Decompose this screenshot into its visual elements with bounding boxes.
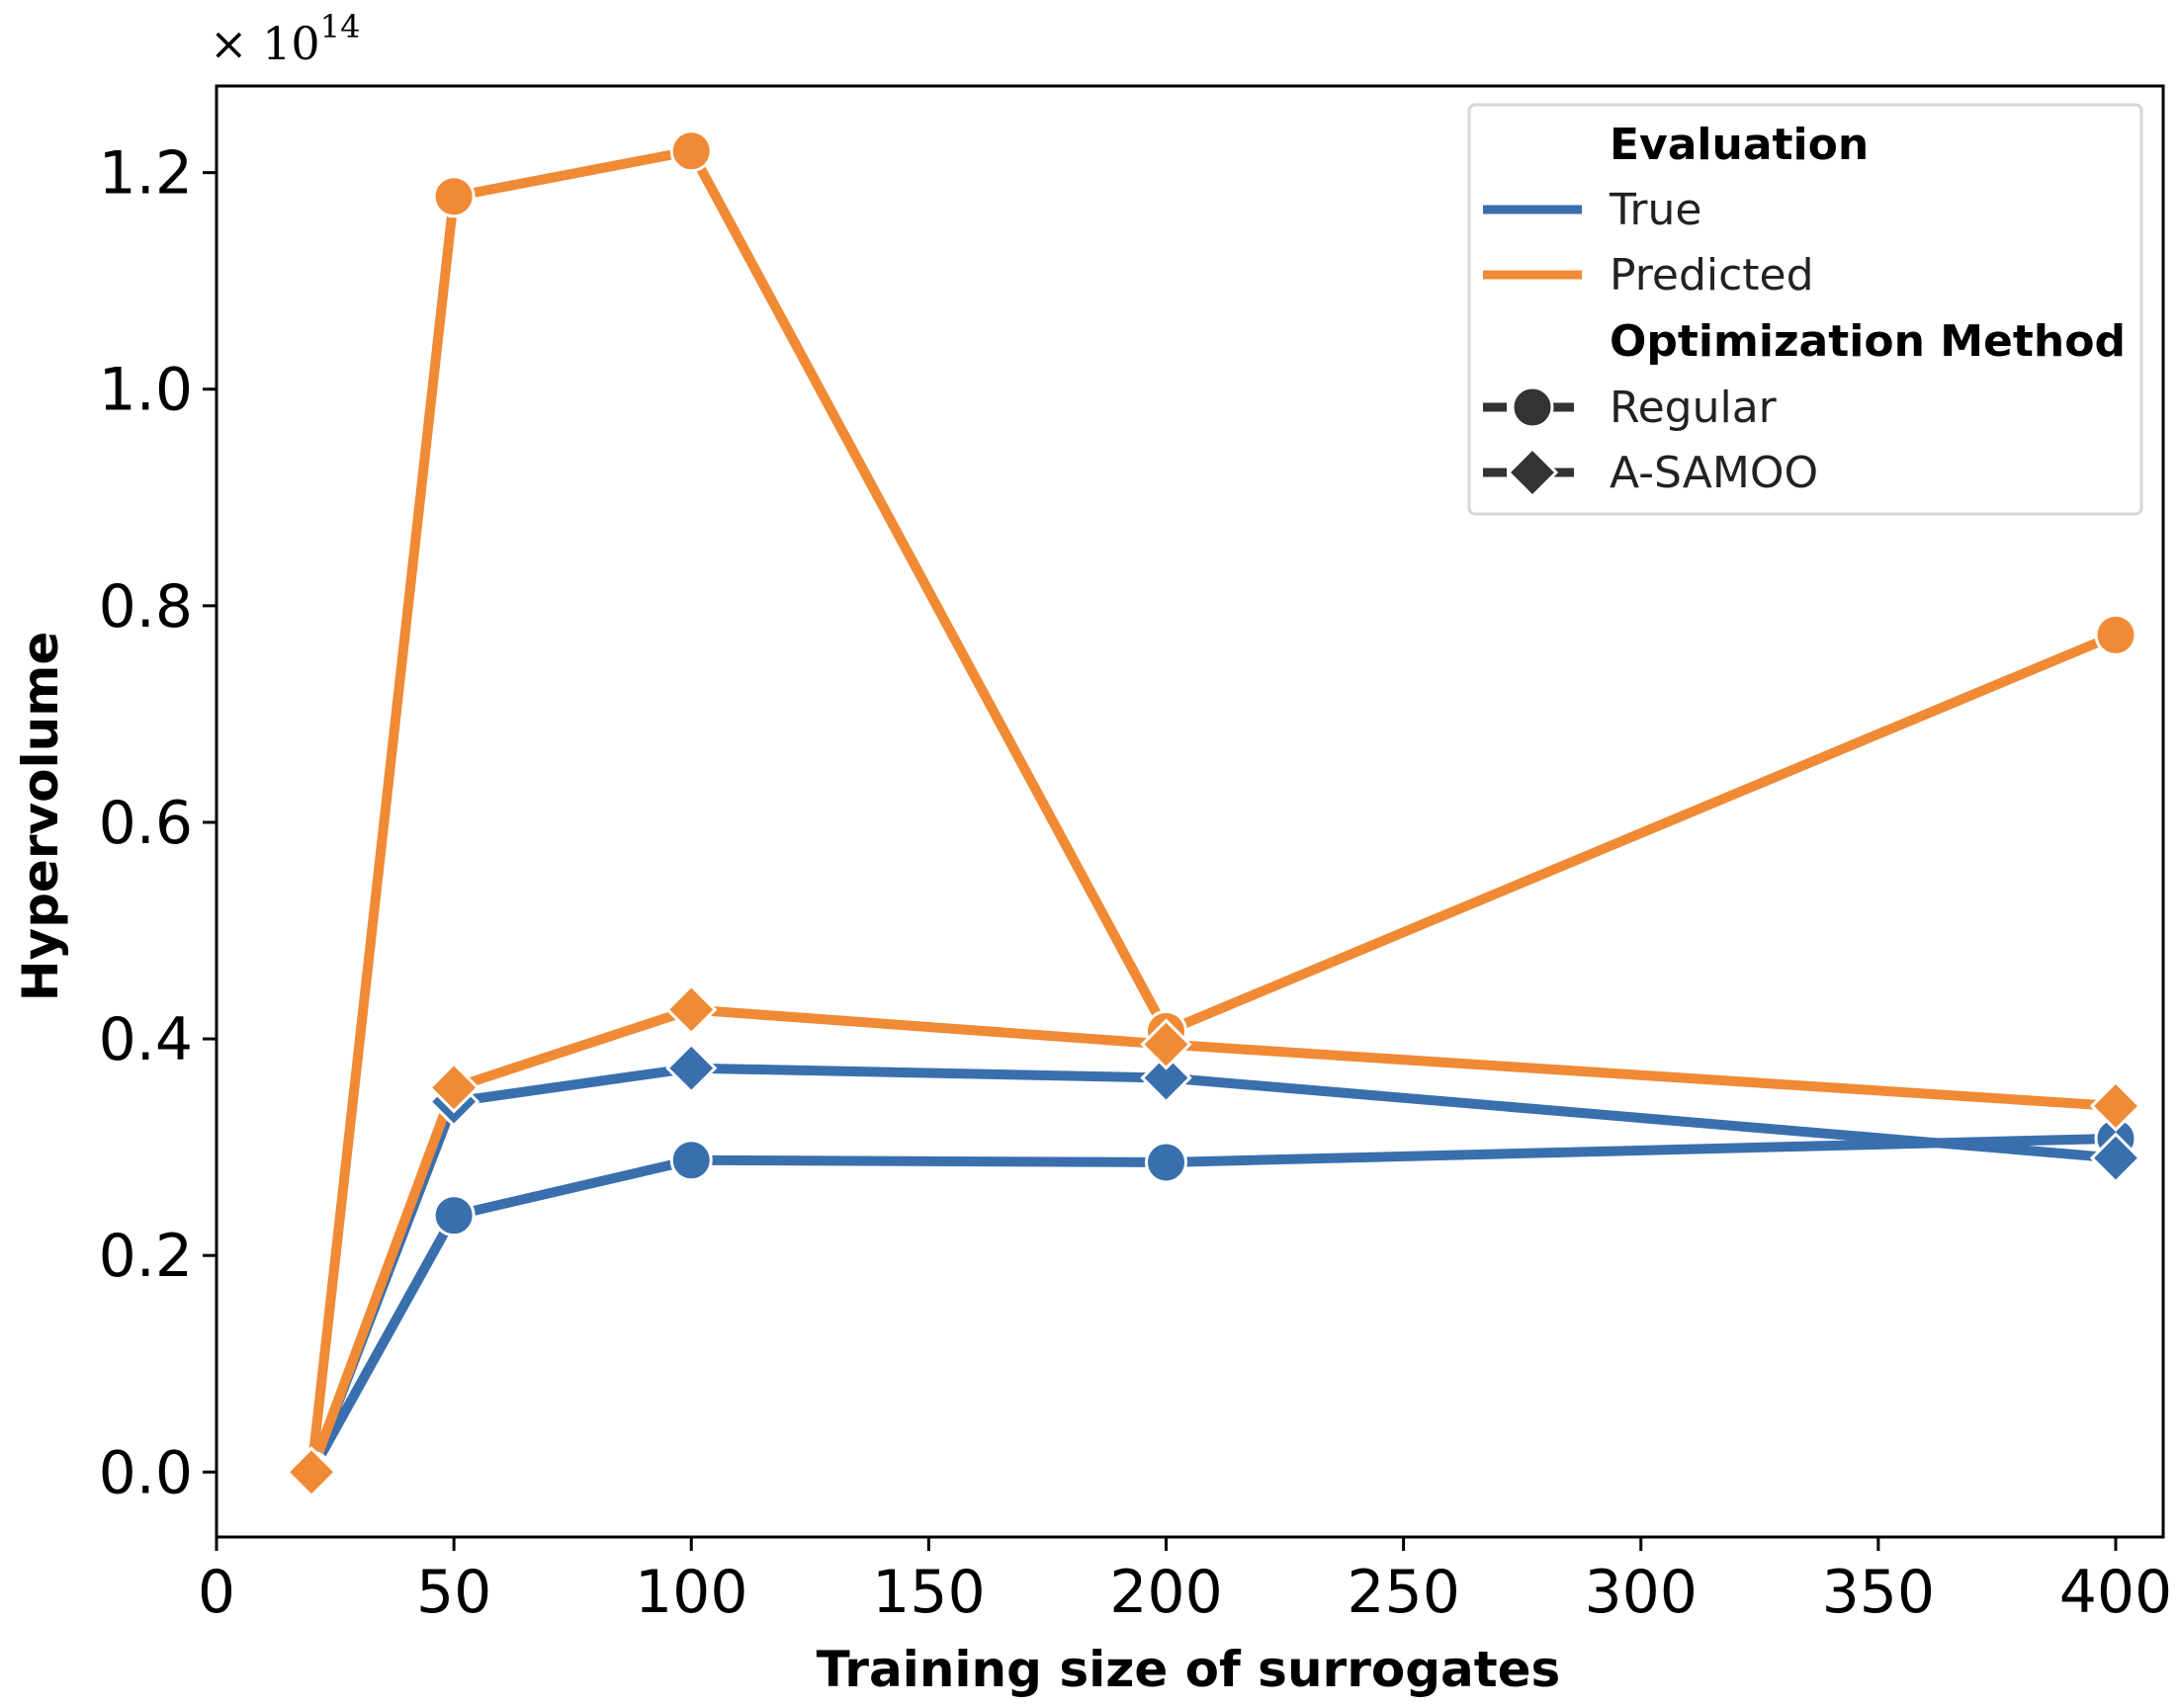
x-tick-label: 50 [416, 1558, 491, 1627]
y-axis-ticks: 0.0 0.2 0.4 0.6 0.8 1.0 1.2 [99, 139, 217, 1507]
data-point-predicted-a-samoo [665, 983, 718, 1036]
data-point-predicted-a-samoo [1140, 1018, 1192, 1070]
legend-evaluation-heading: Evaluation [1610, 120, 1869, 170]
data-point-predicted-a-samoo [2089, 1079, 2142, 1133]
series-line-true-a-samoo [306, 1063, 2121, 1478]
x-tick-label: 350 [1822, 1558, 1936, 1627]
data-point-true-a-samoo [1140, 1052, 1192, 1104]
x-tick-label: 200 [1109, 1558, 1223, 1627]
y-axis-offset-label: × 1014 [210, 8, 360, 70]
y-tick-label: 0.0 [99, 1438, 193, 1507]
y-axis-title: Hypervolume [12, 632, 69, 1002]
series-line-true-regular [306, 1133, 2121, 1478]
plot-area-frame [215, 84, 2165, 1539]
legend-predicted-label: Predicted [1610, 250, 1814, 300]
data-point-predicted-a-samoo [428, 1062, 480, 1114]
x-tick-label: 0 [198, 1558, 235, 1627]
series-markers [285, 129, 2142, 1498]
legend-regular-label: Regular [1610, 383, 1778, 433]
y-tick-label: 0.4 [99, 1005, 193, 1074]
legend: Evaluation True Predicted Optimization M… [1467, 103, 2143, 516]
y-tick-label: 0.8 [99, 572, 193, 641]
data-point-true-regular [1144, 1141, 1187, 1184]
legend-true-label: True [1609, 185, 1701, 235]
y-axis-offset-exponent: 14 [320, 8, 361, 45]
x-axis-title: Training size of surrogates [817, 1641, 1561, 1698]
data-point-predicted-a-samoo [285, 1446, 338, 1498]
x-tick-label: 250 [1347, 1558, 1460, 1627]
y-tick-label: 1.2 [99, 139, 193, 209]
x-tick-label: 150 [872, 1558, 986, 1627]
y-tick-label: 0.2 [99, 1222, 193, 1291]
x-axis-ticks: 0 50 100 150 200 250 300 350 400 [198, 1537, 2172, 1627]
y-tick-label: 1.0 [99, 356, 193, 425]
y-axis-offset-text: × 10 [210, 17, 320, 70]
x-tick-label: 300 [1584, 1558, 1698, 1627]
x-tick-label: 400 [2059, 1558, 2173, 1627]
data-point-true-a-samoo [665, 1042, 718, 1094]
legend-method-heading: Optimization Method [1610, 316, 2126, 367]
legend-asamoo-label: A-SAMOO [1610, 448, 1818, 498]
data-point-true-regular [669, 1139, 713, 1182]
legend-regular-marker [1511, 385, 1554, 429]
data-point-predicted-regular [432, 175, 476, 218]
data-point-predicted-regular [2094, 613, 2137, 656]
legend-asamoo-marker [1506, 446, 1559, 499]
y-tick-label: 0.6 [99, 789, 193, 858]
data-point-predicted-regular [669, 129, 713, 173]
data-point-true-a-samoo [2089, 1132, 2142, 1184]
legend-box [1467, 103, 2143, 516]
x-tick-label: 100 [635, 1558, 748, 1627]
data-point-true-regular [432, 1194, 476, 1238]
